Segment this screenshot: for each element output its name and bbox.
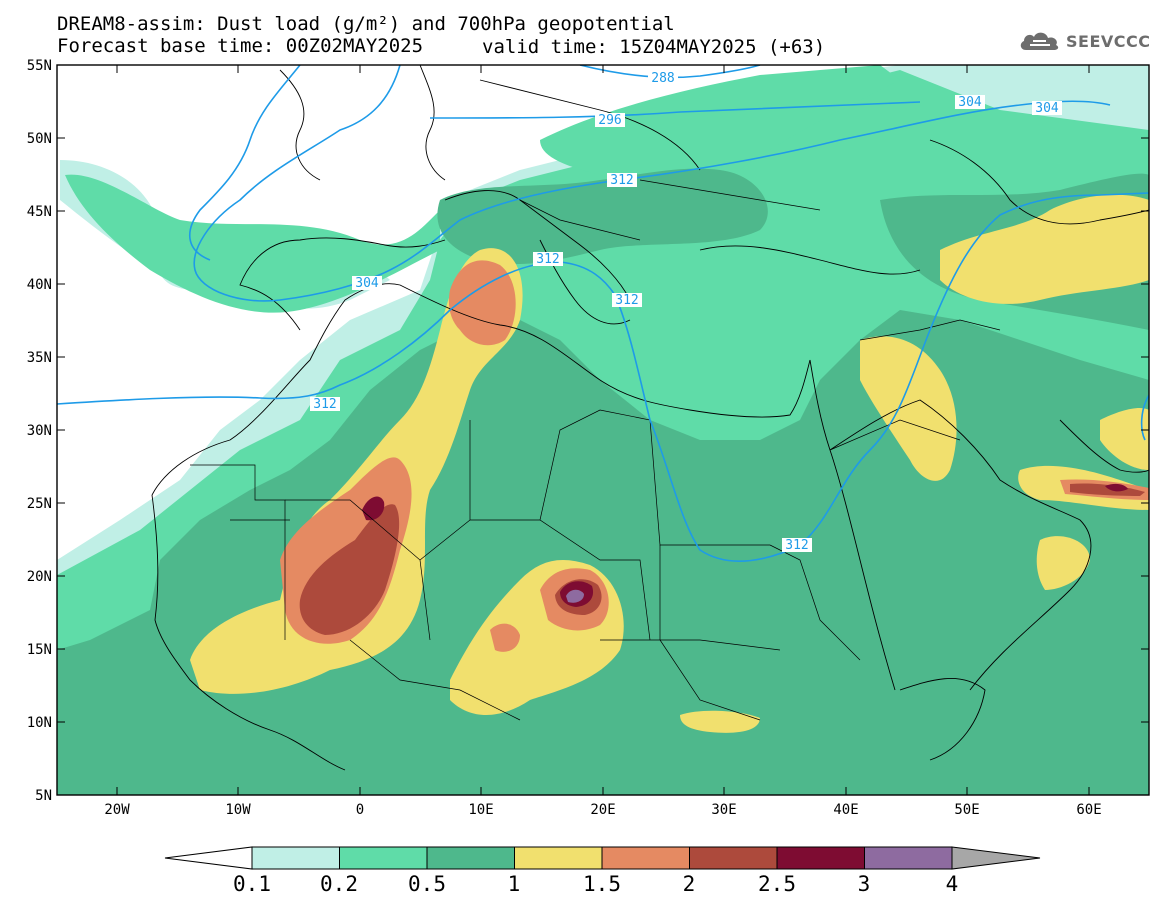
colorbar-segment (514, 846, 603, 870)
contour-label: 296 (598, 113, 621, 128)
lat-label: 10N (27, 715, 52, 731)
colorbar-segment (601, 846, 690, 870)
colorbar (164, 846, 1041, 870)
lon-label: 20E (590, 802, 615, 818)
contour-label: 304 (355, 276, 379, 291)
forecast-base-time: Forecast base time: 00Z02MAY2025 (57, 35, 424, 57)
cloud-icon (1020, 32, 1059, 50)
contour-label: 312 (536, 252, 559, 267)
contour-label: 304 (958, 95, 982, 110)
lon-label: 10E (468, 802, 493, 818)
coastlines (151, 65, 1149, 771)
dust-layer-1-e (1036, 536, 1090, 590)
contour-label: 312 (313, 397, 336, 412)
contour-label: 312 (785, 538, 808, 553)
lon-label: 60E (1076, 802, 1101, 818)
dust-layer-1 (190, 248, 523, 694)
dust-layer-0.2-c (540, 65, 900, 184)
colorbar-label: 4 (945, 872, 959, 896)
contour-label: 304 (1035, 101, 1059, 116)
colorbar-segment (251, 846, 340, 870)
lon-label: 20W (104, 802, 130, 818)
seevccc-logo: SEEVCCC (1018, 28, 1151, 54)
dust-layer-2.5 (362, 496, 385, 521)
lon-label: 0 (356, 802, 364, 818)
dust-layer-1.5-d (490, 623, 520, 652)
lat-label: 45N (27, 204, 52, 220)
axis-ticks (57, 64, 1149, 796)
colorbar-label: 1 (507, 872, 521, 896)
colorbar-segment (689, 846, 778, 870)
colorbar-label: 2.5 (758, 872, 796, 896)
colorbar-segment (864, 846, 953, 870)
lat-label: 40N (27, 277, 52, 293)
colorbar-label: 1.5 (583, 872, 621, 896)
colorbar-min-arrow (164, 846, 253, 870)
colorbar-label: 0.2 (320, 872, 358, 896)
dust-shading (57, 65, 1149, 795)
dust-layer-1.5-b (448, 260, 516, 346)
logo-text: SEEVCCC (1066, 31, 1151, 51)
lat-label: 5N (35, 788, 52, 804)
chart-title: DREAM8-assim: Dust load (g/m²) and 700hP… (57, 13, 675, 35)
colorbar-max-arrow (951, 846, 1041, 870)
contour-label: 312 (610, 173, 633, 188)
lon-labels: 20W 10W 0 10E 20E 30E 40E 50E 60E (104, 802, 1101, 818)
lat-label: 35N (27, 350, 52, 366)
political-borders (190, 179, 1001, 721)
dust-layer-3 (566, 589, 584, 603)
valid-time: valid time: 15Z04MAY2025 (+63) (482, 36, 826, 58)
colorbar-label: 0.5 (408, 872, 446, 896)
dust-layer-0.2-b (65, 174, 440, 313)
contour-labels: 288 296 304 304 304 312 312 312 312 312 (310, 71, 1062, 553)
dust-layer-2.5-c (1105, 483, 1128, 492)
lon-label: 50E (954, 802, 979, 818)
contour-label: 288 (651, 71, 674, 86)
geopotential-contours (57, 65, 1149, 562)
dust-layer-0.5 (57, 310, 1149, 795)
lon-label: 30E (711, 802, 736, 818)
colorbar-segment (339, 846, 428, 870)
dust-layer-0.5-b (437, 168, 768, 265)
colorbar-label: 0.1 (233, 872, 271, 896)
colorbar-segment (776, 846, 865, 870)
lon-label: 40E (833, 802, 858, 818)
contour-label: 312 (615, 293, 638, 308)
lat-label: 30N (27, 423, 52, 439)
dust-layer-2 (299, 504, 400, 635)
dust-layer-2-c (1070, 483, 1145, 496)
lat-labels: 55N 50N 45N 40N 35N 30N 25N 20N 15N 10N … (27, 58, 52, 804)
colorbar-label: 2 (682, 872, 696, 896)
dust-layer-1-h (1100, 408, 1149, 470)
dust-layer-1-c (860, 336, 957, 481)
lon-label: 10W (225, 802, 251, 818)
lat-label: 50N (27, 131, 52, 147)
lat-label: 55N (27, 58, 52, 74)
lat-label: 20N (27, 569, 52, 585)
colorbar-segment (426, 846, 515, 870)
lat-label: 15N (27, 642, 52, 658)
lat-label: 25N (27, 496, 52, 512)
colorbar-label: 3 (857, 872, 871, 896)
dust-layer-1-f (940, 194, 1149, 304)
dust-layer-1-g (680, 710, 760, 733)
